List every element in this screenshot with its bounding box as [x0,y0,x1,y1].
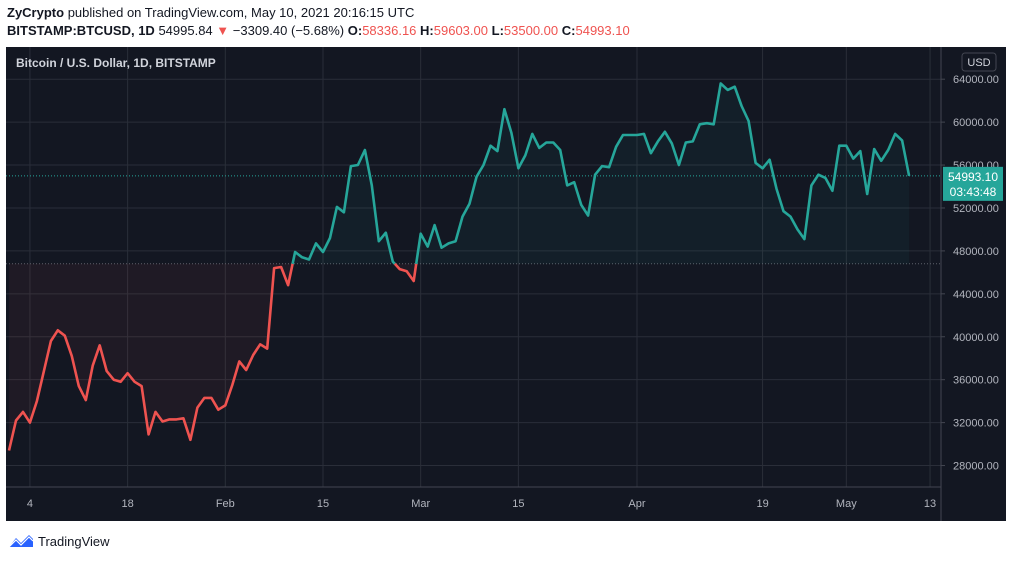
price-line-up [414,82,911,264]
down-arrow-icon: ▼ [216,23,230,38]
last-price-tag: 54993.10 03:43:48 [943,166,1003,201]
time-tick-label: May [836,498,857,510]
footer-brand-text: TradingView [38,533,110,549]
last-price-value: 54993.10 [948,170,998,184]
price-lines [7,82,911,451]
price-tick-label: 32000.00 [953,418,999,430]
price-tick-label: 36000.00 [953,375,999,387]
price-tick-label: 44000.00 [953,289,999,301]
price-axis[interactable]: 28000.00 32000.00 36000.00 40000.00 44000.00… [941,74,999,473]
price-chart[interactable]: 28000.00 32000.00 36000.00 40000.00 44000.00… [6,47,1006,521]
time-tick-label: 18 [121,498,133,510]
time-tick-label: Mar [411,498,430,510]
chart-grid [6,47,941,487]
price-line-down [7,263,294,451]
low-value: 53500.00 [503,23,559,38]
publish-info: ZyCrypto published on TradingView.com, M… [7,5,414,20]
close-label: C: [561,23,576,38]
tradingview-logo-icon [8,535,34,548]
close-value: 54993.10 [575,23,630,38]
chart-title: Bitcoin / U.S. Dollar, 1D, BITSTAMP [16,56,216,70]
price-line-up [291,148,396,265]
footer-brand[interactable]: TradingView [8,533,110,549]
ohlc-line: BITSTAMP:BTCUSD, 1D 54995.84 ▼ −3309.40 … [7,23,630,38]
area-fill-up [416,83,910,264]
price-change: −3309.40 (−5.68%) [232,23,345,38]
price-tick-label: 60000.00 [953,117,999,129]
publish-text: published on TradingView.com, May 10, 20… [67,5,415,20]
chart-container[interactable]: 28000.00 32000.00 36000.00 40000.00 44000.00… [6,47,1006,521]
price-tick-label: 64000.00 [953,74,999,86]
time-tick-label: Feb [216,498,235,510]
time-tick-label: Apr [628,498,645,510]
time-axis[interactable]: 4 18 Feb 15 Mar 15 Apr 19 May 13 [27,498,936,510]
time-tick-label: 19 [756,498,768,510]
chart-background [6,47,1006,521]
price-line-down [393,262,418,283]
low-label: L: [491,23,504,38]
last-price: 54995.84 [158,23,213,38]
high-label: H: [420,23,434,38]
currency-badge[interactable]: USD [961,52,997,72]
price-tick-label: 52000.00 [953,203,999,215]
time-tick-label: 13 [924,498,936,510]
open-value: 58336.16 [362,23,417,38]
currency-label: USD [967,57,990,69]
time-tick-label: 4 [27,498,33,510]
area-fill-down [9,263,293,451]
symbol-label: BITSTAMP:BTCUSD, 1D [7,23,155,38]
time-tick-label: 15 [317,498,329,510]
price-tick-label: 48000.00 [953,246,999,258]
price-tick-label: 40000.00 [953,332,999,344]
high-value: 59603.00 [433,23,488,38]
countdown-value: 03:43:48 [950,185,997,199]
time-tick-label: 15 [512,498,524,510]
open-label: O: [347,23,363,38]
author-name[interactable]: ZyCrypto [7,5,65,20]
price-tick-label: 28000.00 [953,461,999,473]
